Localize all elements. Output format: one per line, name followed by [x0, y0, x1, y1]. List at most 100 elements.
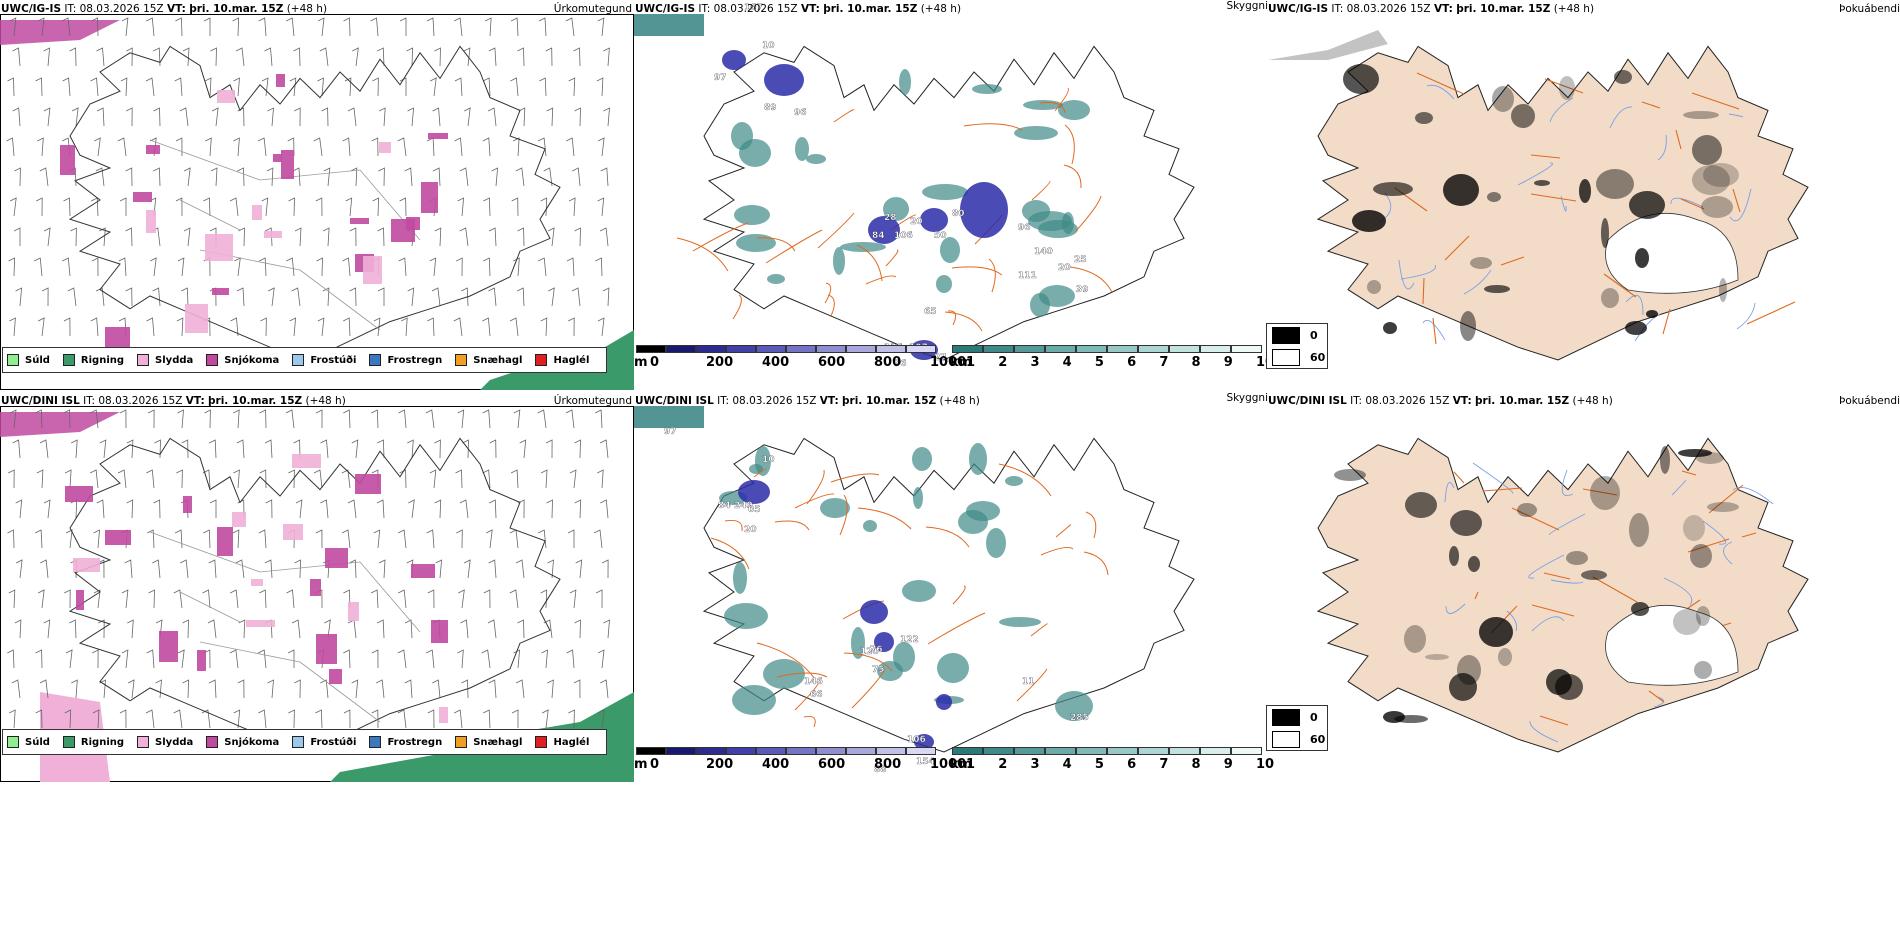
- legend-swatch: [7, 736, 19, 748]
- colorbar-cell: [906, 747, 936, 755]
- snow-area: [0, 20, 120, 45]
- fog-areas: [1334, 446, 1739, 723]
- legend-item: Rigning: [62, 354, 124, 366]
- colorbar-cell: [756, 747, 786, 755]
- cloudbase-value-label: 66: [810, 690, 823, 700]
- legend-label: Frostúði: [310, 736, 357, 748]
- colorbar-tick: 800: [874, 355, 902, 370]
- colorbar-tick: 10: [1256, 757, 1275, 772]
- cloudbase-value-label: 80: [952, 209, 965, 219]
- colorbar-tick: 1000: [930, 757, 967, 772]
- colorbar-tick: 1: [966, 355, 976, 370]
- colorbar-cell: [1200, 345, 1231, 353]
- colorbar-cell: [846, 747, 876, 755]
- legend-label: Haglél: [553, 354, 590, 366]
- fog-map: [1268, 30, 1809, 361]
- colorbar-tick: 600: [818, 757, 846, 772]
- roads: [1394, 72, 1796, 345]
- cloudbase-value-label: 97: [664, 427, 677, 437]
- run-header: UWC/IG-IS IT: 08.03.2026 15Z VT: þri. 10…: [635, 3, 962, 15]
- panel-title: Úrkomutegund: [553, 395, 632, 407]
- colorbar-cell: [876, 747, 906, 755]
- legend-item: Snjókoma: [206, 354, 279, 366]
- colorbar-tick: 4: [1062, 757, 1072, 772]
- colorbar-cell: [1107, 345, 1138, 353]
- colorbar-cell: [726, 747, 756, 755]
- colorbar-cell: [983, 747, 1014, 755]
- fog-legend: 0 60: [1266, 705, 1328, 751]
- run-header: UWC/IG-IS IT: 08.03.2026 15Z VT: þri. 10…: [1268, 3, 1595, 15]
- cloudbase-value-label: 122: [900, 635, 919, 645]
- legend-label: Rigning: [80, 736, 125, 748]
- panel-title: Þokuábendi: [1839, 3, 1900, 15]
- colorbar-tick: 1: [966, 757, 976, 772]
- legend-label: Slydda: [155, 354, 194, 366]
- legend-swatch: [206, 736, 219, 748]
- fog-legend-label: 60: [1310, 350, 1326, 364]
- cloudbase-value-label: 120: [860, 647, 879, 657]
- colorbar-tick: 200: [706, 757, 734, 772]
- colorbar-cell: [1169, 345, 1200, 353]
- colorbar-cell: [1045, 747, 1076, 755]
- glacier: [1605, 604, 1739, 686]
- cloudbase-value-label: 75: [872, 665, 885, 675]
- legend-label: Súld: [25, 354, 50, 366]
- cloudbase-value-label: 84: [872, 231, 885, 241]
- fog-legend-label: 0: [1310, 710, 1318, 724]
- legend-swatch: [137, 736, 150, 748]
- cloudbase-value-label: 10: [762, 455, 775, 465]
- colorbar-cell: [756, 345, 786, 353]
- panel-title: Skyggni: [1226, 392, 1269, 404]
- cloudbase-value-label: 20: [910, 217, 923, 227]
- cloudbase-value-label: 11: [1022, 677, 1035, 687]
- colorbar-tick: 400: [762, 757, 790, 772]
- cloudbase-value-label: 39: [1076, 285, 1089, 295]
- cloudbase-value-label: 249: [734, 501, 753, 511]
- fog-legend-item: 60: [1267, 346, 1327, 368]
- panel-title: Skyggni: [1226, 0, 1269, 12]
- fog-indicator-panel: UWC/DINI ISL IT: 08.03.2026 15Z VT: þri.…: [1266, 392, 1900, 782]
- cloudbase-value-label: 76: [894, 359, 907, 369]
- colorbar-tick: 7: [1159, 757, 1169, 772]
- precip-type-panel: UWC/DINI ISL IT: 08.03.2026 15Z VT: þri.…: [0, 392, 634, 782]
- run-header: UWC/IG-IS IT: 08.03.2026 15Z VT: þri. 10…: [1, 3, 328, 15]
- colorbar-cell: [1045, 345, 1076, 353]
- colorbar-cell: [696, 345, 726, 353]
- colorbar-unit: km: [950, 355, 973, 370]
- colorbar-cell: [846, 345, 876, 353]
- colorbar-cell: [726, 345, 756, 353]
- fog-legend-item: 0: [1267, 706, 1327, 728]
- colorbar-unit: m: [634, 355, 648, 370]
- colorbar-tick: 2: [998, 355, 1008, 370]
- colorbar-tick: 400: [762, 355, 790, 370]
- colorbar-tick: 9: [1223, 757, 1233, 772]
- cloudbase-value-label: 154: [916, 757, 935, 767]
- fog-legend: 0 60: [1266, 323, 1328, 369]
- roads: [710, 463, 1109, 728]
- legend-swatch: [7, 354, 19, 366]
- cloudbase-value-label: 84: [718, 501, 731, 511]
- colorbar-cell: [1076, 747, 1107, 755]
- colorbar-tick: 5: [1094, 757, 1104, 772]
- cloudbase-value-label: 89: [764, 103, 777, 113]
- colorbar-tick: 0: [650, 757, 660, 772]
- legend-item: Snjókoma: [206, 736, 279, 748]
- colorbar-unit: m: [634, 757, 648, 772]
- legend-swatch: [292, 354, 305, 366]
- legend-item: Rigning: [62, 736, 125, 748]
- run-header: UWC/DINI ISL IT: 08.03.2026 15Z VT: þri.…: [1, 395, 346, 407]
- legend-label: Snæhagl: [473, 736, 523, 748]
- colorbar-tick: 200: [706, 355, 734, 370]
- legend-item: Súld: [7, 736, 50, 748]
- visibility-areas: [731, 69, 1090, 317]
- fog-legend-swatch: [1272, 326, 1300, 344]
- legend-label: Súld: [25, 736, 50, 748]
- colorbar-tick: 7: [1159, 355, 1169, 370]
- colorbar-tick: 3: [1030, 355, 1040, 370]
- legend-item: Frostregn: [369, 354, 442, 366]
- cloudbase-value-label: 28: [884, 213, 897, 223]
- cloudbase-value-label: 96: [1018, 223, 1031, 233]
- legend-swatch: [206, 354, 219, 366]
